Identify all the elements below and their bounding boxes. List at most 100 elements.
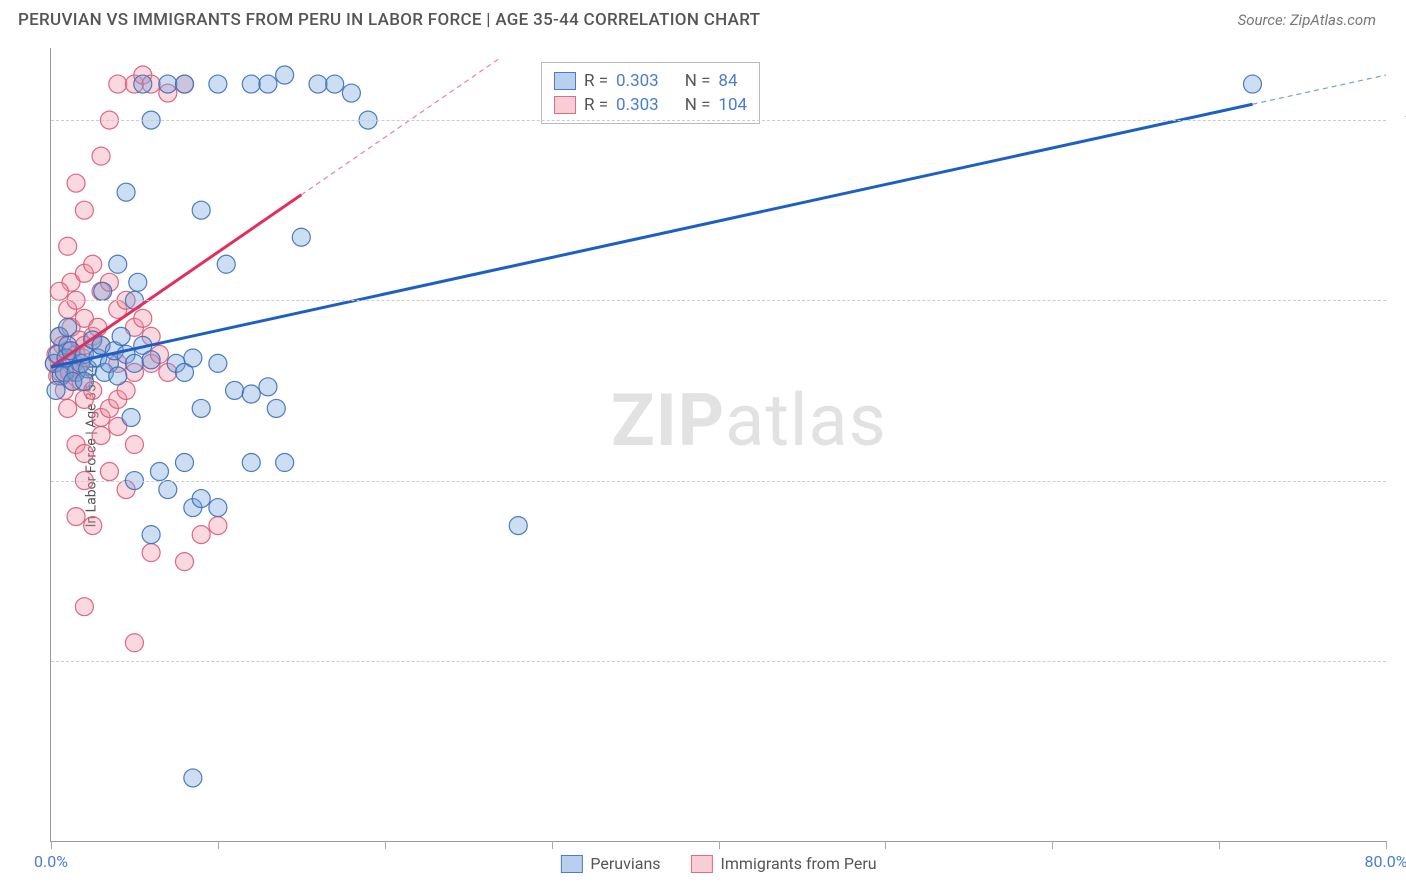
gridline-h	[51, 661, 1386, 662]
gridline-h	[51, 481, 1386, 482]
data-point-blue	[242, 385, 260, 403]
data-point-pink	[75, 598, 93, 616]
x-tick	[885, 841, 886, 849]
x-tick	[385, 841, 386, 849]
legend-item-label: Peruvians	[590, 854, 660, 873]
data-point-pink	[84, 517, 102, 535]
legend-item: Peruvians	[560, 854, 660, 873]
data-point-blue	[209, 499, 227, 517]
legend-swatch-pink	[691, 855, 713, 873]
data-point-pink	[75, 201, 93, 219]
data-point-blue	[259, 75, 277, 93]
data-point-pink	[125, 436, 143, 454]
data-point-blue	[75, 372, 93, 390]
data-point-blue	[109, 367, 127, 385]
data-point-pink	[176, 553, 194, 571]
correlation-legend: R = 0.303 N = 84 R = 0.303 N = 104	[541, 62, 760, 124]
data-point-blue	[192, 201, 210, 219]
data-point-pink	[125, 634, 143, 652]
data-point-pink	[109, 75, 127, 93]
data-point-blue	[326, 75, 344, 93]
x-tick-label: 0.0%	[34, 852, 68, 871]
data-point-blue	[176, 454, 194, 472]
data-point-blue	[242, 75, 260, 93]
data-point-pink	[75, 445, 93, 463]
data-point-blue	[142, 351, 160, 369]
legend-n-value: 84	[718, 71, 737, 91]
data-point-pink	[67, 174, 85, 192]
data-point-blue	[226, 381, 244, 399]
data-point-blue	[159, 75, 177, 93]
x-tick	[1219, 841, 1220, 849]
x-tick	[1386, 841, 1387, 849]
data-point-blue	[59, 318, 77, 336]
data-point-blue	[184, 349, 202, 367]
legend-r-label: R =	[584, 95, 608, 115]
y-tick-label: 90.0%	[1396, 291, 1406, 310]
legend-n-label: N =	[685, 95, 711, 115]
regression-extrapolation-blue	[1253, 75, 1387, 104]
data-point-blue	[109, 255, 127, 273]
data-point-blue	[117, 183, 135, 201]
data-point-blue	[342, 84, 360, 102]
data-point-pink	[92, 426, 110, 444]
data-point-pink	[100, 463, 118, 481]
legend-n-value: 104	[718, 95, 747, 115]
data-point-blue	[176, 75, 194, 93]
data-point-blue	[192, 399, 210, 417]
data-point-blue	[259, 378, 277, 396]
data-point-blue	[267, 399, 285, 417]
y-tick-label: 70.0%	[1396, 651, 1406, 670]
legend-r-label: R =	[584, 71, 608, 91]
legend-row: R = 0.303 N = 84	[554, 69, 747, 93]
data-point-blue	[122, 408, 140, 426]
legend-item-label: Immigrants from Peru	[721, 854, 877, 873]
data-point-blue	[292, 228, 310, 246]
data-point-blue	[209, 354, 227, 372]
data-point-blue	[159, 481, 177, 499]
legend-row: R = 0.303 N = 104	[554, 93, 747, 117]
data-point-pink	[50, 282, 68, 300]
data-point-pink	[142, 544, 160, 562]
chart-title: PERUVIAN VS IMMIGRANTS FROM PERU IN LABO…	[18, 10, 760, 30]
source-citation: Source: ZipAtlas.com	[1238, 11, 1376, 29]
legend-n-label: N =	[685, 71, 711, 91]
y-tick-label: 80.0%	[1396, 471, 1406, 490]
gridline-h	[51, 120, 1386, 121]
x-tick	[719, 841, 720, 849]
data-point-blue	[276, 454, 294, 472]
legend-r-value: 0.303	[616, 71, 659, 91]
x-tick	[552, 841, 553, 849]
legend-item: Immigrants from Peru	[691, 854, 877, 873]
data-point-blue	[192, 490, 210, 508]
data-point-blue	[276, 66, 294, 84]
data-point-pink	[84, 255, 102, 273]
data-point-blue	[309, 75, 327, 93]
data-point-blue	[184, 769, 202, 787]
data-point-blue	[134, 75, 152, 93]
data-point-blue	[509, 517, 527, 535]
data-point-blue	[209, 75, 227, 93]
data-point-blue	[94, 282, 112, 300]
data-point-blue	[47, 381, 65, 399]
chart-plot-area: ZIPatlas R =0.303N = 84R =0.303N =104 Pe…	[50, 48, 1386, 842]
data-point-blue	[1244, 75, 1262, 93]
regression-line-blue	[51, 104, 1253, 367]
data-point-blue	[125, 354, 143, 372]
legend-r-value: 0.303	[616, 95, 659, 115]
data-point-blue	[217, 255, 235, 273]
data-point-pink	[134, 309, 152, 327]
legend-swatch-blue	[554, 72, 576, 90]
series-legend: Peruvians Immigrants from Peru	[560, 854, 876, 873]
data-point-pink	[67, 508, 85, 526]
data-point-blue	[142, 526, 160, 544]
data-point-blue	[129, 273, 147, 291]
data-point-pink	[59, 399, 77, 417]
data-point-blue	[150, 463, 168, 481]
title-bar: PERUVIAN VS IMMIGRANTS FROM PERU IN LABO…	[0, 0, 1406, 36]
legend-swatch-pink	[554, 96, 576, 114]
scatter-svg	[51, 48, 1386, 841]
x-tick	[218, 841, 219, 849]
data-point-blue	[242, 454, 260, 472]
y-tick-label: 100.0%	[1396, 111, 1406, 130]
